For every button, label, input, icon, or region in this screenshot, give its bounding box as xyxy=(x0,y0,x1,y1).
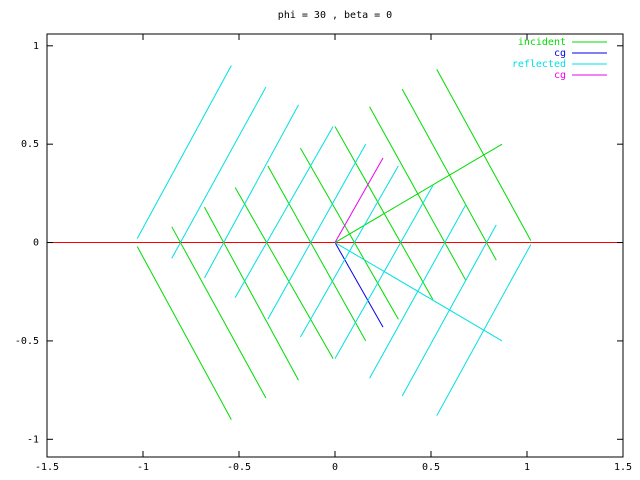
x-tick-label: 1.5 xyxy=(614,462,632,473)
legend-label: cg xyxy=(554,70,566,81)
plot-frame xyxy=(46,33,624,458)
line-segment xyxy=(136,246,232,420)
y-tick-label: 0 xyxy=(33,238,39,249)
line-segment xyxy=(267,165,367,342)
legend-label: reflected xyxy=(512,59,566,70)
chart-title: phi = 30 , beta = 0 xyxy=(278,10,392,21)
line-segment xyxy=(204,206,299,381)
line-segment xyxy=(401,88,497,261)
line-segment xyxy=(204,104,299,279)
line-segment xyxy=(334,185,434,359)
y-tick-label: 0.5 xyxy=(21,139,39,150)
y-tick-label: -1 xyxy=(27,434,39,445)
line-segment xyxy=(334,126,434,300)
line-segment xyxy=(234,187,334,359)
line-segment xyxy=(171,86,267,259)
x-tick-label: -1 xyxy=(137,462,149,473)
line-segment xyxy=(267,143,367,320)
x-tick-label: 0 xyxy=(332,462,338,473)
line-segment xyxy=(136,65,232,239)
line-segment xyxy=(334,143,503,243)
legend-label: incident xyxy=(518,37,566,48)
x-tick-label: -0.5 xyxy=(227,462,251,473)
line-segment xyxy=(234,126,334,298)
y-tick-label: -0.5 xyxy=(15,336,39,347)
line-segment xyxy=(171,226,267,399)
line-segment xyxy=(334,242,503,342)
x-tick-label: 1 xyxy=(524,462,530,473)
line-segment xyxy=(334,242,384,328)
x-tick-label: -1.5 xyxy=(35,462,59,473)
legend-label: cg xyxy=(554,48,566,59)
x-tick-label: 0.5 xyxy=(422,462,440,473)
y-tick-label: 1 xyxy=(33,41,39,52)
line-segment xyxy=(334,157,384,243)
line-segment xyxy=(401,224,497,397)
